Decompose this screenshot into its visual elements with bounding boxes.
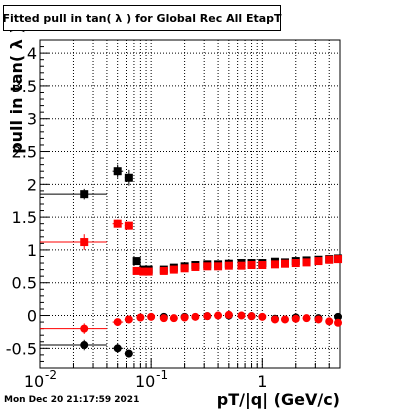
series-3 (40, 310, 343, 334)
data-point (191, 262, 200, 271)
data-point (237, 261, 246, 270)
x-axis-label: pT/|q| (GeV/c) (217, 390, 340, 409)
data-point (132, 266, 141, 275)
x-tick-label-base: 10 (24, 372, 44, 391)
series-1 (40, 219, 343, 276)
data-point (144, 267, 153, 276)
data-point (124, 315, 133, 324)
data-point (113, 344, 122, 353)
x-tick-label-exponent: -2 (45, 368, 57, 382)
data-point (80, 238, 89, 247)
data-point (136, 313, 145, 322)
data-point (214, 311, 223, 320)
data-point (124, 173, 133, 182)
data-point (80, 341, 89, 350)
data-point (302, 314, 311, 323)
data-point (169, 314, 178, 323)
data-point (147, 312, 156, 321)
data-point (280, 315, 289, 324)
data-point (169, 265, 178, 274)
data-point (334, 312, 343, 321)
y-tick-label: 0.5 (12, 274, 37, 293)
data-point (270, 315, 279, 324)
y-tick-label: 3 (27, 110, 37, 129)
data-point (159, 314, 168, 323)
data-point (325, 255, 334, 264)
data-point (291, 314, 300, 323)
data-point (139, 267, 148, 276)
data-series (40, 164, 343, 358)
data-point (124, 221, 133, 230)
data-point (291, 259, 300, 268)
y-axis-label: pull in tan( λ ) (7, 26, 26, 154)
data-point (224, 261, 233, 270)
data-point (80, 324, 89, 333)
data-point (191, 312, 200, 321)
data-point (224, 310, 233, 319)
x-tick-label: 10 -2 (24, 368, 57, 391)
data-point (214, 262, 223, 271)
x-tick-label-base: 10 (135, 372, 155, 391)
data-point (203, 262, 212, 271)
data-point (334, 318, 343, 327)
data-point (113, 167, 122, 176)
data-point (270, 260, 279, 269)
data-point (302, 258, 311, 267)
y-tick-label: 0 (27, 307, 37, 326)
y-tick-label: -0.5 (6, 339, 37, 358)
data-point (159, 266, 168, 275)
data-point (314, 257, 323, 266)
timestamp: Mon Dec 20 21:17:59 2021 (4, 395, 140, 405)
y-tick-label: 2 (27, 175, 37, 194)
grid (40, 40, 340, 368)
data-point (180, 313, 189, 322)
data-point (124, 349, 133, 358)
y-tick-label: 1.5 (12, 208, 37, 227)
data-point (314, 315, 323, 324)
data-point (132, 257, 141, 266)
x-tick-label: 10 -1 (135, 368, 168, 391)
x-tick-label-exponent: -1 (156, 368, 168, 382)
y-tick-label: 4 (27, 44, 37, 63)
data-point (203, 312, 212, 321)
y-tick-label: 2.5 (12, 143, 37, 162)
chart-title: Fitted pull in tan( λ ) for Global Rec A… (2, 5, 282, 31)
y-tick-label: 3.5 (12, 77, 37, 96)
data-point (80, 190, 89, 199)
data-point (237, 311, 246, 320)
data-point (280, 259, 289, 268)
data-point (334, 255, 343, 264)
data-point (113, 318, 122, 327)
y-tick-label: 1 (27, 241, 37, 260)
data-point (247, 261, 256, 270)
data-point (258, 261, 267, 270)
data-point (180, 264, 189, 273)
data-point (325, 317, 334, 326)
data-point (113, 219, 122, 228)
data-point (258, 312, 267, 321)
series-0 (40, 164, 343, 274)
x-tick-label: 1 (257, 372, 267, 391)
x-tick-label-base: 1 (257, 372, 267, 391)
data-point (247, 312, 256, 321)
